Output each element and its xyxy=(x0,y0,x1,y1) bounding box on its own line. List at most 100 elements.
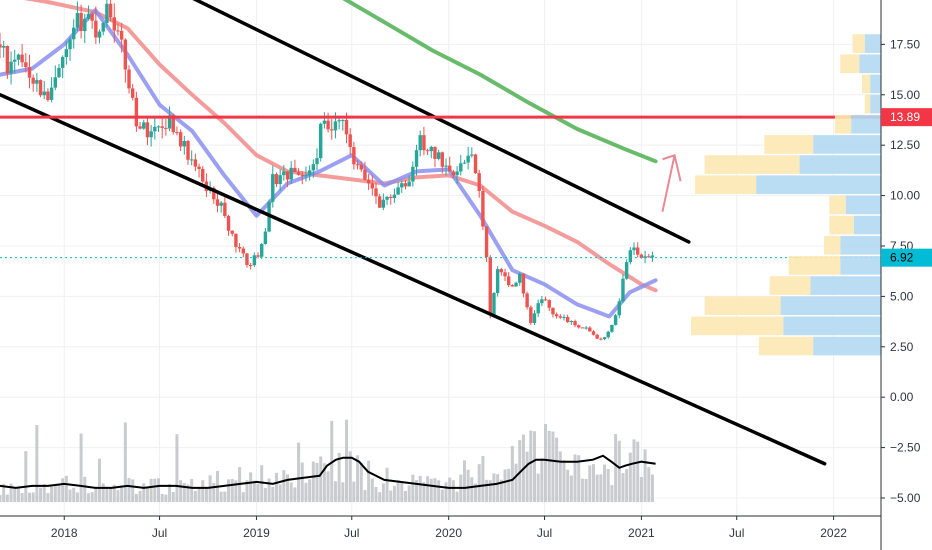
volume-profile-sell-bar xyxy=(840,235,881,255)
candle-body xyxy=(499,269,504,273)
volume-bar xyxy=(201,480,205,503)
candle-body xyxy=(31,77,35,84)
moving-average-line xyxy=(342,0,658,164)
candle-body xyxy=(86,13,91,19)
volume-bar xyxy=(492,473,496,503)
volume-profile-buy-bar xyxy=(824,235,841,255)
candle-body xyxy=(75,13,80,28)
volume-bar xyxy=(263,487,267,503)
volume-bar xyxy=(260,465,264,503)
candle-body xyxy=(260,244,264,257)
volume-bar xyxy=(274,472,278,503)
candle-body xyxy=(495,269,500,293)
volume-bar xyxy=(462,460,466,503)
volume-bar xyxy=(297,442,301,503)
volume-bar xyxy=(470,477,474,503)
volume-bar xyxy=(455,491,459,503)
volume-bar xyxy=(650,474,654,503)
candle-body xyxy=(573,321,577,326)
candle-body xyxy=(0,44,2,48)
candle-body xyxy=(171,115,175,133)
volume-bar xyxy=(588,465,592,503)
volume-bar xyxy=(322,463,326,503)
candle-body xyxy=(160,126,164,128)
volume-bar xyxy=(149,478,153,503)
candle-body xyxy=(164,127,168,129)
candle-body xyxy=(514,282,518,287)
candle-body xyxy=(322,120,327,124)
volume-profile-buy-bar xyxy=(829,215,854,235)
volume-bar xyxy=(606,468,610,503)
x-axis-panel xyxy=(0,516,881,550)
moving-average-line xyxy=(0,8,658,319)
volume-bar xyxy=(168,483,172,503)
candle-body xyxy=(156,126,161,128)
volume-profile-buy-bar xyxy=(769,276,811,295)
channel-lower-line xyxy=(0,93,827,466)
volume-bar xyxy=(289,482,293,503)
volume-bar xyxy=(625,469,629,503)
y-tick-label: 17.50 xyxy=(890,37,920,51)
x-tick-label: Jul xyxy=(537,526,552,540)
volume-bar xyxy=(182,482,186,503)
candle-body xyxy=(178,132,183,147)
projection-arrowhead xyxy=(662,153,682,182)
volume-bar xyxy=(145,486,149,503)
candle-body xyxy=(547,300,551,308)
x-tick-label: 2020 xyxy=(435,526,462,540)
candle-body xyxy=(529,307,533,323)
volume-bar xyxy=(403,490,407,503)
candle-body xyxy=(602,337,607,340)
volume-bar xyxy=(256,483,260,503)
volume-bar xyxy=(603,464,607,503)
candle-body xyxy=(252,255,257,266)
volume-profile-buy-bar xyxy=(829,195,846,215)
volume-bar xyxy=(208,475,212,503)
candle-body xyxy=(116,30,120,32)
volume-bar xyxy=(547,430,551,503)
volume-bar xyxy=(573,454,577,503)
candle-body xyxy=(503,272,507,277)
y-tick-label: 10.00 xyxy=(890,189,920,203)
volume-bar xyxy=(636,441,640,503)
volume-bar xyxy=(230,478,234,503)
x-tick-label: 2019 xyxy=(243,526,270,540)
volume-bar xyxy=(374,487,378,503)
candle-body xyxy=(57,67,61,78)
candle-body xyxy=(348,134,352,148)
volume-bar xyxy=(440,489,444,503)
candle-body xyxy=(189,159,194,161)
candle-body xyxy=(532,313,537,323)
volume-bar xyxy=(488,480,492,503)
candle-body xyxy=(46,91,50,100)
volume-bar xyxy=(345,419,349,503)
grid-lines xyxy=(0,0,881,516)
volume-bar xyxy=(363,490,367,503)
volume-profile-buy-bar xyxy=(788,256,841,275)
volume-profile-sell-bar xyxy=(851,114,881,134)
candle-body xyxy=(639,254,644,258)
volume-profile-sell-bar xyxy=(840,256,881,275)
candle-body xyxy=(448,165,452,172)
volume-bar xyxy=(311,461,315,503)
candle-body xyxy=(569,321,574,323)
volume-profile xyxy=(691,34,881,356)
volume-profile-sell-bar xyxy=(756,175,881,195)
volume-bar xyxy=(356,455,360,503)
candle-body xyxy=(326,120,330,130)
candle-body xyxy=(551,307,555,315)
x-tick-label: Jul xyxy=(152,526,167,540)
projection-arrow xyxy=(661,155,676,212)
candle-body xyxy=(591,331,596,335)
volume-bar xyxy=(127,478,131,503)
candle-body xyxy=(518,273,522,283)
candle-body xyxy=(9,61,13,74)
volume-bar xyxy=(105,486,109,503)
candle-body xyxy=(337,120,341,122)
volume-bar xyxy=(389,490,393,503)
candle-body xyxy=(300,174,304,176)
candle-body xyxy=(197,166,201,169)
candle-body xyxy=(440,152,445,167)
volume-bar xyxy=(83,476,87,503)
